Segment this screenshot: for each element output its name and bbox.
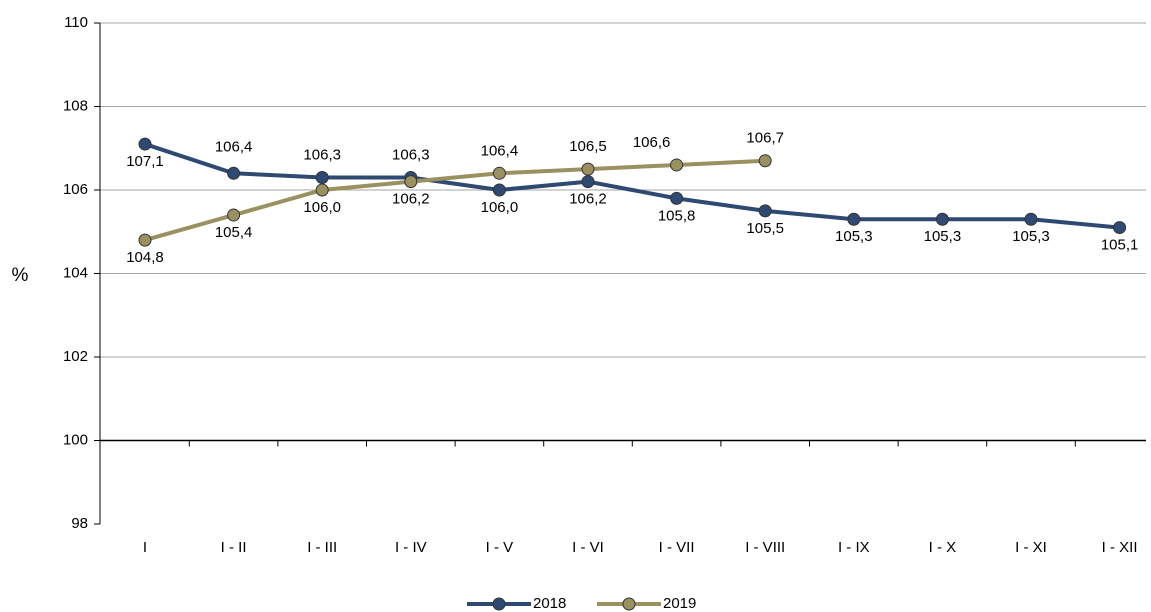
value-label: 105,4 [215, 224, 253, 241]
y-tick-label: 108 [63, 97, 88, 114]
marker [670, 191, 684, 205]
value-label: 106,3 [303, 146, 341, 163]
value-label: 107,1 [126, 153, 164, 170]
value-label: 105,3 [1012, 228, 1050, 245]
marker [138, 137, 152, 151]
legend-marker [622, 597, 636, 611]
marker [670, 158, 684, 172]
value-label: 106,3 [392, 146, 430, 163]
x-tick-label: I - XI [1015, 539, 1047, 556]
x-tick-label: I - II [221, 539, 247, 556]
y-tick-label: 110 [64, 14, 88, 31]
marker [492, 166, 506, 180]
series-line [144, 142, 1120, 230]
marker [847, 212, 861, 226]
marker [581, 175, 595, 189]
y-tick-label: 102 [63, 348, 88, 365]
value-label: 106,4 [481, 142, 519, 159]
x-tick-label: I - VII [659, 539, 695, 556]
value-label: 106,4 [215, 138, 253, 155]
x-tick-label: I - IX [838, 539, 870, 556]
value-label: 105,1 [1101, 237, 1139, 254]
value-label: 105,5 [746, 220, 784, 237]
marker [492, 183, 506, 197]
value-label: 106,5 [569, 138, 607, 155]
marker [404, 175, 418, 189]
marker [227, 166, 241, 180]
legend-marker [492, 597, 506, 611]
y-tick-label: 104 [63, 264, 88, 281]
y-tick-label: 100 [63, 431, 88, 448]
value-label: 106,2 [392, 191, 430, 208]
marker [315, 183, 329, 197]
marker [935, 212, 949, 226]
marker [581, 162, 595, 176]
value-label: 105,3 [924, 228, 962, 245]
marker [758, 154, 772, 168]
marker [1024, 212, 1038, 226]
value-label: 106,6 [633, 134, 671, 151]
value-label: 106,2 [569, 191, 607, 208]
x-tick-label: I - V [486, 539, 514, 556]
marker [227, 208, 241, 222]
y-axis-label: % [12, 265, 29, 286]
series-line [144, 158, 766, 243]
marker [1113, 221, 1127, 235]
marker [138, 233, 152, 247]
value-label: 106,0 [481, 199, 519, 216]
value-label: 105,3 [835, 228, 873, 245]
y-tick-label: 98 [71, 515, 88, 532]
y-tick-label: 106 [63, 181, 88, 198]
x-tick-label: I - III [307, 539, 337, 556]
value-label: 105,8 [658, 207, 696, 224]
legend-label: 2018 [533, 595, 566, 612]
x-tick-label: I - X [929, 539, 957, 556]
value-label: 104,8 [126, 249, 164, 266]
marker [758, 204, 772, 218]
value-label: 106,7 [746, 130, 784, 147]
value-label: 106,0 [303, 199, 341, 216]
x-tick-label: I - VI [572, 539, 604, 556]
legend-label: 2019 [663, 595, 696, 612]
x-tick-label: I - IV [395, 539, 427, 556]
x-tick-label: I - XII [1102, 539, 1138, 556]
x-tick-label: I - VIII [745, 539, 785, 556]
marker [315, 170, 329, 184]
x-tick-label: I [143, 539, 147, 556]
